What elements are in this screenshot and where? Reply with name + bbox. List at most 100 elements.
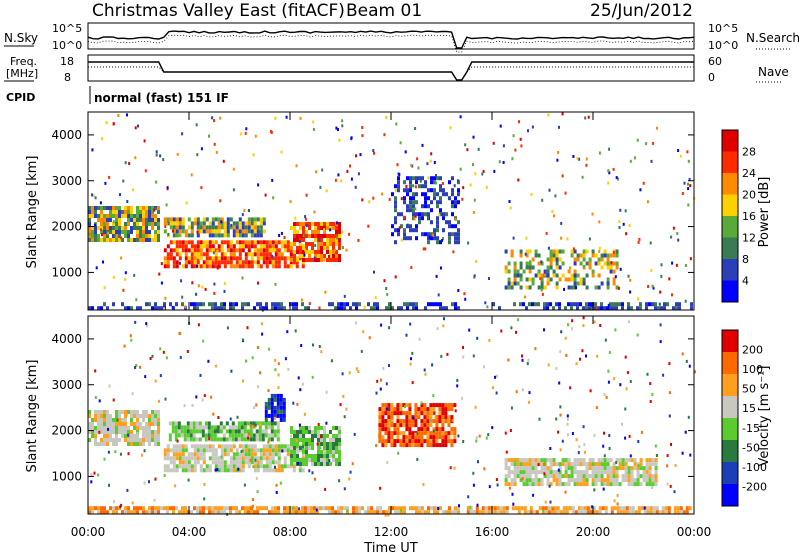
heatmap-cell	[145, 410, 148, 414]
heatmap-cell	[296, 234, 299, 238]
heatmap-cell	[561, 458, 565, 463]
heatmap-cell	[603, 458, 607, 463]
heatmap-cell	[507, 458, 511, 463]
heatmap-cell	[193, 244, 197, 249]
heatmap-cell	[118, 418, 121, 422]
heatmap-cell	[399, 419, 403, 424]
heatmap-cell	[560, 221, 563, 225]
heatmap-cell	[567, 458, 571, 463]
heatmap-cell	[273, 409, 277, 414]
heatmap-cell	[329, 454, 332, 458]
heatmap-cell	[298, 448, 302, 453]
heatmap-cell	[305, 242, 308, 246]
heatmap-cell	[258, 437, 262, 442]
heatmap-cell	[100, 510, 103, 515]
heatmap-cell	[217, 244, 221, 249]
heatmap-cell	[112, 302, 115, 307]
heatmap-cell	[259, 225, 263, 230]
heatmap-cell	[457, 232, 460, 237]
heatmap-cell	[433, 176, 436, 181]
heatmap-cell	[364, 510, 367, 515]
heatmap-cell	[583, 264, 585, 268]
heatmap-cell	[108, 175, 111, 179]
heatmap-cell	[432, 435, 436, 440]
heatmap-cell	[133, 214, 136, 218]
heatmap-cell	[436, 327, 439, 331]
heatmap-cell	[151, 306, 154, 311]
heatmap-cell	[207, 421, 211, 426]
heatmap-cell	[214, 468, 217, 472]
heatmap-cell	[274, 282, 277, 286]
heatmap-cell	[217, 464, 221, 469]
heatmap-cell	[537, 463, 540, 467]
heatmap-cell	[388, 511, 391, 514]
heatmap-cell	[466, 506, 470, 511]
heatmap-cell	[177, 429, 181, 434]
heatmap-cell	[411, 431, 415, 436]
heatmap-cell	[527, 129, 529, 133]
heatmap-cell	[398, 173, 401, 176]
heatmap-cell	[169, 460, 173, 465]
heatmap-cell	[283, 506, 286, 511]
heatmap-cell	[588, 474, 592, 479]
heatmap-cell	[294, 216, 297, 220]
heatmap-cell	[124, 426, 127, 430]
heatmap-cell	[199, 240, 203, 245]
heatmap-cell	[654, 470, 658, 475]
heatmap-cell	[238, 256, 242, 261]
heatmap-cell	[326, 450, 329, 454]
heatmap-cell	[127, 433, 130, 437]
heatmap-cell	[226, 229, 230, 234]
heatmap-cell	[127, 238, 130, 242]
heatmap-cell	[522, 302, 525, 307]
heatmap-cell	[279, 397, 283, 402]
heatmap-cell	[350, 136, 353, 140]
heatmap-cell	[335, 438, 338, 442]
heatmap-cell	[540, 458, 544, 463]
heatmap-cell	[323, 230, 326, 234]
heatmap-cell	[645, 470, 649, 475]
heatmap-cell	[220, 510, 223, 515]
heatmap-cell	[690, 306, 693, 311]
heatmap-cell	[334, 248, 336, 252]
heatmap-cell	[271, 468, 275, 473]
heatmap-cell	[136, 230, 139, 234]
heatmap-cell	[402, 423, 406, 428]
heatmap-cell	[664, 510, 668, 515]
heatmap-cell	[181, 229, 185, 234]
heatmap-cell	[582, 482, 586, 487]
heatmap-cell	[385, 510, 388, 515]
heatmap-cell	[519, 249, 523, 254]
heatmap-cell	[205, 506, 208, 511]
heatmap-cell	[510, 482, 514, 487]
heatmap-cell	[390, 439, 394, 444]
heatmap-cell	[166, 217, 170, 222]
heatmap-cell	[630, 458, 634, 463]
heatmap-cell	[558, 381, 561, 385]
heatmap-cell	[202, 448, 206, 453]
heatmap-cell	[94, 442, 97, 446]
heatmap-cell	[412, 192, 415, 197]
heatmap-cell	[103, 442, 106, 446]
heatmap-cell	[232, 444, 236, 449]
heatmap-cell	[629, 159, 632, 163]
heatmap-cell	[627, 470, 631, 475]
heatmap-cell	[211, 302, 214, 307]
heatmap-cell	[187, 240, 191, 245]
heatmap-cell	[257, 183, 260, 187]
heatmap-cell	[253, 444, 257, 449]
heatmap-cell	[290, 454, 293, 458]
heatmap-cell	[124, 214, 127, 218]
heatmap-cell	[571, 506, 575, 511]
heatmap-cell	[256, 464, 260, 469]
heatmap-cell	[214, 252, 218, 257]
heatmap-cell	[409, 506, 412, 511]
heatmap-cell	[145, 322, 148, 326]
heatmap-cell	[277, 510, 280, 515]
heatmap-cell	[600, 265, 604, 270]
heatmap-cell	[210, 435, 213, 439]
heatmap-cell	[447, 435, 451, 440]
heatmap-cell	[298, 507, 301, 511]
heatmap-cell	[555, 249, 559, 254]
heatmap-cell	[375, 391, 378, 395]
